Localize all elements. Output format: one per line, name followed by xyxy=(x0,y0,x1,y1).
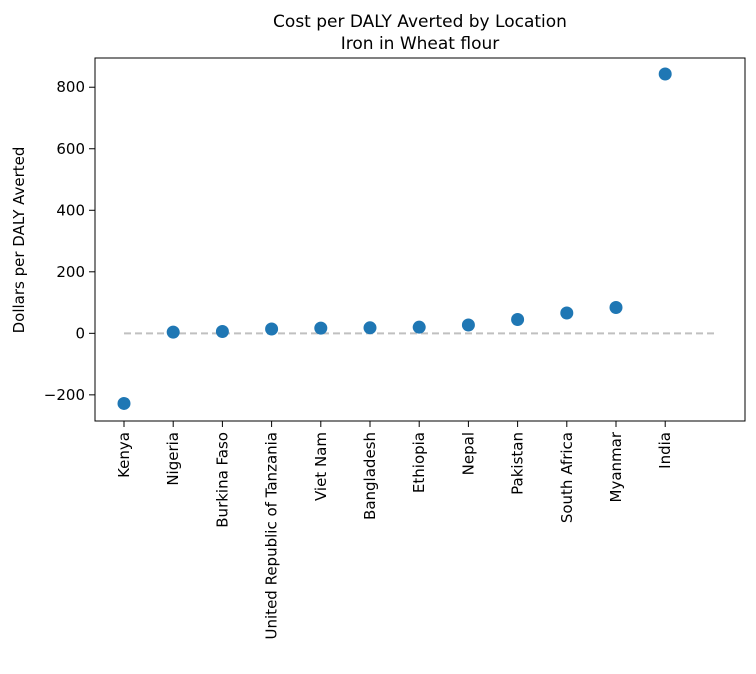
y-tick-label: −200 xyxy=(44,386,85,404)
x-tick-label: United Republic of Tanzania xyxy=(263,432,281,639)
data-point xyxy=(265,322,279,336)
x-tick-label: Bangladesh xyxy=(361,432,379,520)
x-tick-label: Ethiopia xyxy=(410,432,428,493)
plot-frame xyxy=(94,57,746,422)
data-point xyxy=(314,321,328,335)
chart-title: Cost per DALY Averted by Location xyxy=(273,12,567,32)
data-point xyxy=(363,321,377,335)
data-point xyxy=(117,396,131,410)
data-point xyxy=(658,67,672,81)
chart-subtitle: Iron in Wheat flour xyxy=(341,34,500,54)
y-tick-label: 400 xyxy=(56,201,85,219)
x-tick-label: Myanmar xyxy=(607,431,625,502)
x-tick-label: India xyxy=(656,432,674,469)
data-point xyxy=(609,300,623,314)
y-tick-label: 600 xyxy=(56,140,85,158)
y-tick-label: 200 xyxy=(56,263,85,281)
data-point xyxy=(461,318,475,332)
x-tick-label: Pakistan xyxy=(509,432,527,495)
y-axis-label: Dollars per DALY Averted xyxy=(10,147,28,334)
data-point xyxy=(215,324,229,338)
data-point xyxy=(560,306,574,320)
data-point xyxy=(511,312,525,326)
y-tick-label: 800 xyxy=(56,78,85,96)
x-tick-label: Nepal xyxy=(459,432,477,475)
x-tick-label: Kenya xyxy=(115,432,133,478)
x-tick-label: Viet Nam xyxy=(312,432,330,501)
data-point xyxy=(166,325,180,339)
x-tick-label: South Africa xyxy=(558,432,576,523)
x-tick-label: Burkina Faso xyxy=(213,432,231,528)
y-tick-label: 0 xyxy=(75,324,85,342)
data-point xyxy=(412,320,426,334)
x-tick-label: Nigeria xyxy=(164,432,182,486)
